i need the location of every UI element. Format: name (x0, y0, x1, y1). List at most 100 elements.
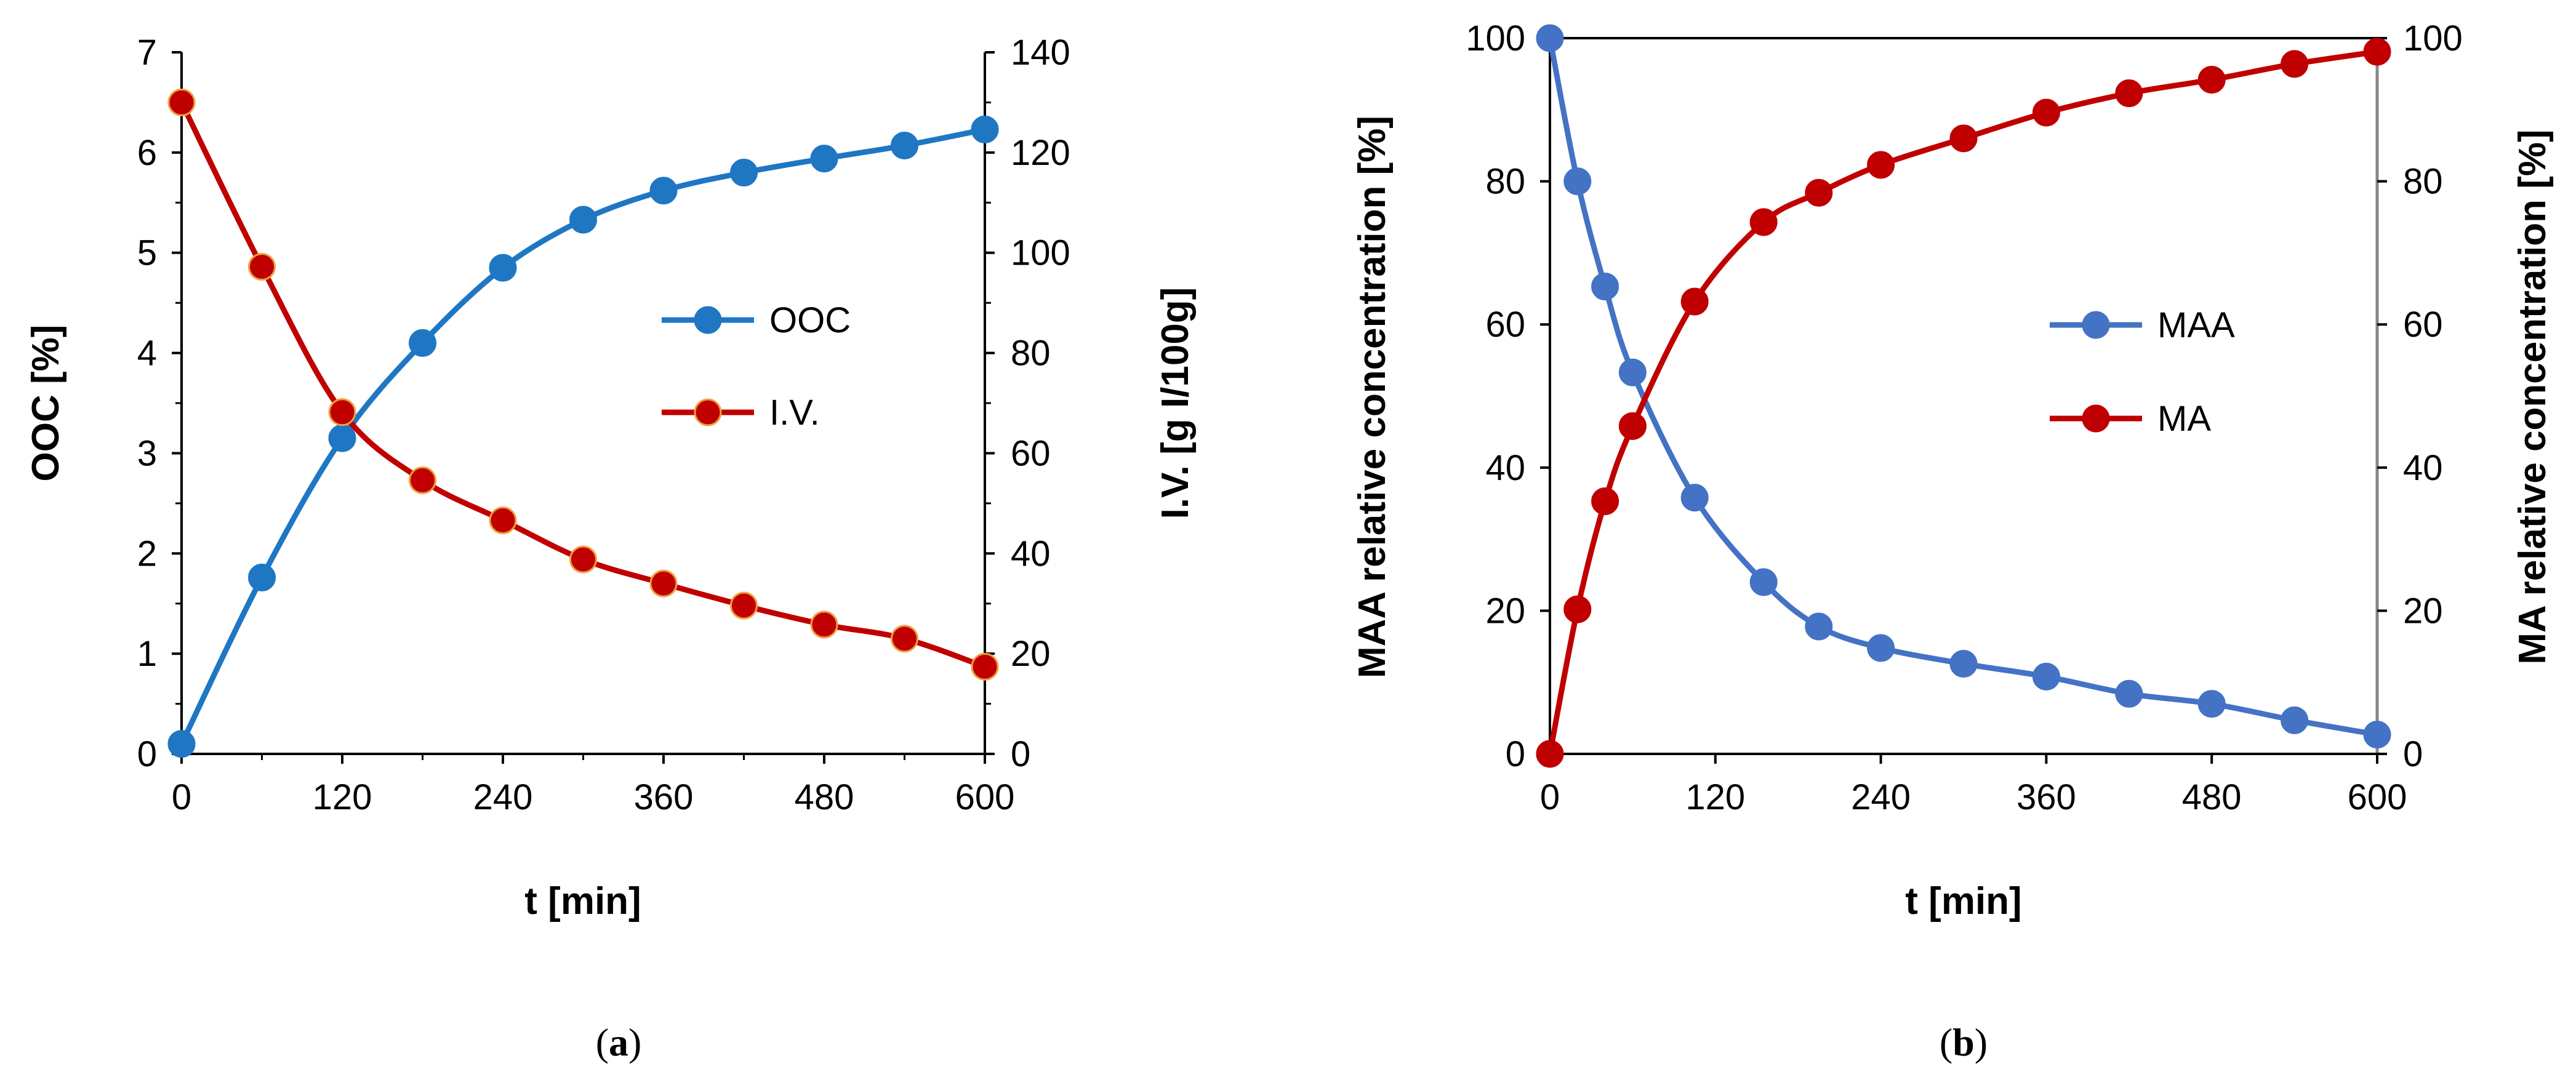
legend-iv-marker (694, 398, 722, 426)
chart-b-xtick-label: 0 (1540, 777, 1560, 817)
chart-b-point-ma (1949, 124, 1978, 153)
chart-b-y2-axis-title: MA relative concentration [%] (2511, 129, 2554, 664)
chart-b-xtick-label: 600 (2348, 777, 2407, 817)
chart-b-point-ma (2115, 79, 2143, 108)
chart-a-ytick-label: 0 (137, 734, 157, 774)
chart-a-ytick-label: 2 (137, 534, 157, 574)
chart-a-point-ooc (167, 730, 196, 758)
chart-b-caption-letter: b (1952, 1020, 1975, 1064)
chart-b-point-maa (1536, 24, 1564, 52)
chart-a-point-ooc (891, 131, 918, 159)
legend-ma-marker (2082, 404, 2110, 433)
chart-b-y2tick-label: 40 (2403, 448, 2443, 488)
chart-a-ytick-label: 5 (137, 233, 157, 273)
chart-a-series-line-iv (179, 101, 986, 670)
chart-b-y-axis-title: MAA relative concentration [%] (1351, 116, 1394, 678)
chart-a-point-iv (328, 398, 356, 426)
chart-b-point-maa (2363, 721, 2391, 749)
chart-a-point-iv (891, 625, 918, 653)
chart-a-caption-letter: a (609, 1020, 628, 1064)
chart-b-point-ma (1749, 208, 1778, 236)
chart-b-xtick-label: 360 (2016, 777, 2076, 817)
chart-a-series (167, 88, 999, 758)
chart-b-caption: (b) (1940, 1020, 1988, 1064)
chart-b-ytick-label: 40 (1485, 448, 1525, 488)
chart-b-point-maa (1591, 273, 1619, 301)
chart-b-y2tick-label: 80 (2403, 162, 2443, 202)
legend-ooc-label: OOC (769, 300, 851, 340)
chart-a-y2tick-label: 0 (1011, 734, 1030, 774)
chart-a-point-ooc (489, 254, 517, 282)
chart-a-left-ticks: 0 1 2 3 4 5 6 7 (137, 33, 182, 774)
chart-b-point-maa (1805, 612, 1833, 641)
chart-a-xtick-label: 240 (473, 777, 533, 817)
chart-b-point-ma (1867, 151, 1895, 179)
chart-a-point-iv (489, 506, 517, 535)
chart-b-y2tick-label: 20 (2403, 591, 2443, 631)
chart-a-xtick-label: 600 (955, 777, 1015, 817)
chart-a-y-axis-title: OOC [%] (25, 325, 67, 482)
chart-a-point-iv (971, 652, 999, 681)
chart-b-point-maa (2115, 679, 2143, 708)
chart-b-point-ma (1536, 740, 1564, 768)
chart-a-legend: OOC I.V. (662, 300, 851, 433)
chart-b-point-maa (1949, 649, 1978, 678)
chart-a-ytick-label: 4 (137, 334, 157, 374)
chart-a-axes (180, 52, 986, 755)
chart-a-xtick-label: 360 (634, 777, 694, 817)
chart-a-point-ooc (971, 115, 999, 143)
chart-a-point-ooc (569, 206, 597, 234)
chart-a-point-iv (810, 611, 838, 639)
chart-b-point-maa (1618, 358, 1647, 386)
chart-a-y2tick-label: 120 (1011, 133, 1070, 173)
chart-a-point-ooc (730, 158, 758, 186)
chart-b-point-ma (2032, 98, 2060, 127)
chart-b-point-ma (2281, 50, 2309, 78)
chart-a-point-iv (649, 569, 678, 598)
chart-a-caption: (a) (596, 1020, 642, 1064)
chart-a-xtick-label: 480 (795, 777, 854, 817)
chart-a-xtick-label: 0 (172, 777, 191, 817)
chart-b-y2tick-label: 100 (2403, 18, 2463, 58)
chart-b-point-ma (1805, 178, 1833, 207)
chart-b-point-maa (1749, 568, 1778, 596)
chart-b-x-axis-title: t [min] (1905, 880, 2021, 923)
chart-b-point-maa (1867, 634, 1895, 662)
chart-a-point-iv (167, 88, 196, 116)
chart-a-point-ooc (328, 424, 356, 452)
chart-b-point-maa (1563, 167, 1592, 196)
legend-maa-marker (2082, 311, 2110, 339)
legend-ooc-marker (694, 306, 722, 334)
chart-b-y2tick-label: 0 (2403, 734, 2423, 774)
chart-b-xtick-label: 120 (1685, 777, 1745, 817)
chart-a-y2tick-label: 80 (1011, 334, 1051, 374)
chart-b-axes (1549, 37, 2379, 755)
chart-a-point-iv (569, 545, 597, 574)
chart-b-y2tick-label: 60 (2403, 305, 2443, 345)
chart-b-point-maa (2032, 662, 2060, 691)
chart-b-point-maa (2281, 706, 2309, 734)
chart-b-series-line-ma (1547, 49, 2378, 755)
chart-a-y2tick-label: 40 (1011, 534, 1051, 574)
chart-b-series (1536, 24, 2391, 768)
chart-b-left-ticks: 0 20 40 60 80 100 (1466, 18, 1550, 774)
chart-a-xtick-label: 120 (313, 777, 372, 817)
chart-a-x-axis-title: t [min] (524, 880, 641, 923)
chart-b-ytick-label: 20 (1485, 591, 1525, 631)
chart-a-point-ooc (649, 177, 678, 205)
chart-a-point-ooc (248, 563, 276, 591)
chart-b-point-ma (2363, 38, 2391, 66)
chart-b-point-ma (1563, 595, 1592, 623)
chart-b-legend: MAA MA (2050, 305, 2235, 439)
chart-a-y2tick-label: 60 (1011, 433, 1051, 473)
chart-a: 0 1 2 3 4 5 6 7 0 20 40 60 80 100 120 140 0 120 240 360 48… (25, 33, 1197, 1064)
chart-a-ytick-label: 7 (137, 33, 157, 73)
chart-a-point-ooc (409, 329, 436, 357)
chart-b-ytick-label: 100 (1466, 18, 1525, 58)
chart-b-point-ma (1618, 412, 1647, 440)
chart-a-ytick-label: 6 (137, 133, 157, 173)
chart-b-ytick-label: 60 (1485, 305, 1525, 345)
chart-a-y2tick-label: 100 (1011, 233, 1070, 273)
chart-b-right-ticks: 0 20 40 60 80 100 (2377, 18, 2463, 774)
